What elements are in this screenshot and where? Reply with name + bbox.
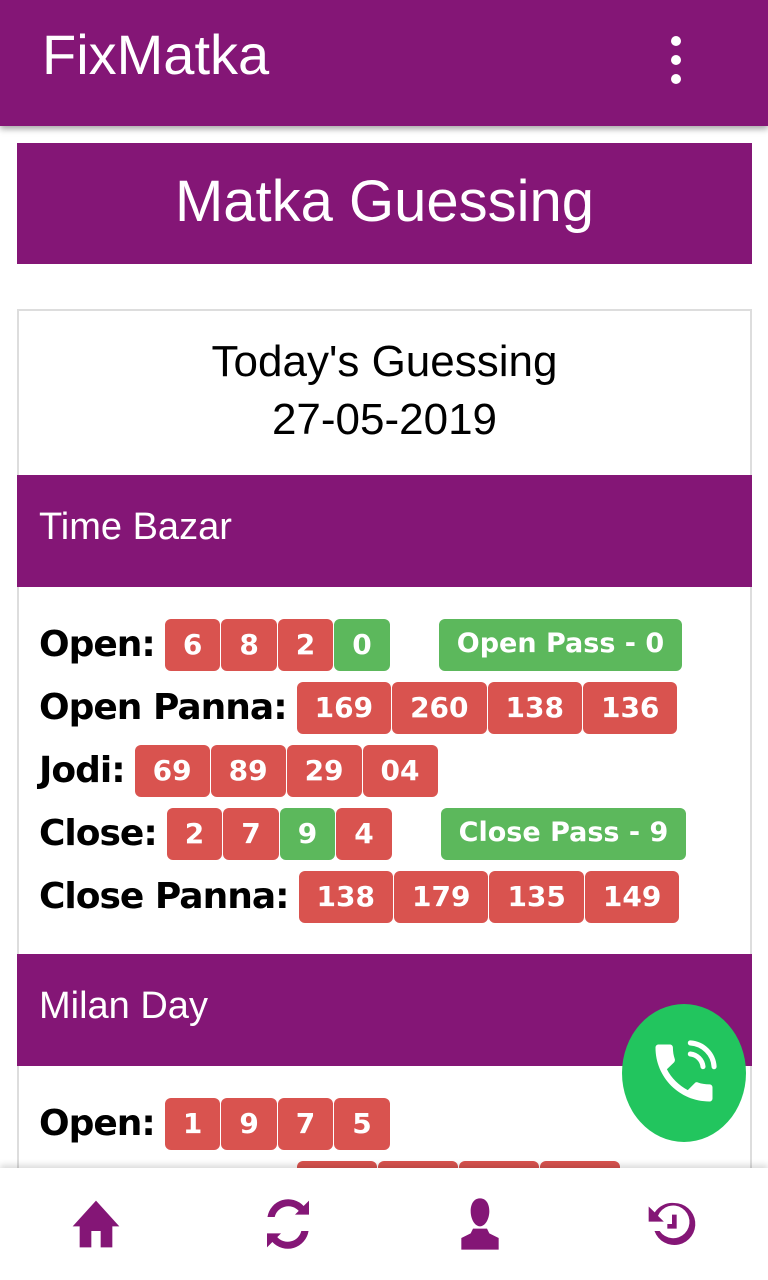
open-row: Open: 6 8 2 0 Open Pass - 0: [39, 613, 750, 676]
home-icon[interactable]: [68, 1194, 124, 1254]
digit-badge: 7: [277, 1097, 334, 1150]
today-label: Today's Guessing: [211, 337, 558, 386]
close-row: Close: 2 7 9 4 Close Pass - 9: [39, 802, 750, 865]
number-badge: 179: [393, 870, 489, 923]
profile-icon[interactable]: [452, 1194, 508, 1254]
number-badge: 169: [296, 681, 392, 734]
pass-badge: Close Pass - 9: [440, 807, 687, 860]
digit-badge: 9: [221, 1097, 277, 1150]
pass-badge: Open Pass - 0: [438, 618, 683, 671]
number-badge: 138: [298, 870, 393, 923]
close-panna-row: Close Panna: 138 179 135 149: [39, 865, 750, 928]
row-label: Jodi:: [39, 750, 126, 791]
number-badge: 29: [286, 744, 362, 797]
digit-badge: 5: [334, 1097, 390, 1150]
page-banner: Matka Guessing: [17, 143, 752, 264]
number-badge: 89: [210, 744, 286, 797]
app-title: FixMatka: [42, 23, 270, 86]
phone-call-icon[interactable]: [622, 1004, 746, 1142]
digit-badge: 9: [279, 807, 336, 860]
digit-badge: 1: [164, 1097, 221, 1150]
badge-group: 69 89 29 04: [134, 744, 439, 797]
digit-badge: 7: [223, 807, 279, 860]
open-panna-row: Open Panna: 169 260 138 136: [39, 676, 750, 739]
number-badge: 149: [584, 870, 680, 923]
digit-badge: 6: [164, 618, 221, 671]
number-badge: 136: [582, 681, 678, 734]
history-icon[interactable]: [644, 1194, 700, 1254]
number-badge: 69: [134, 744, 210, 797]
market-body: Open: 6 8 2 0 Open Pass - 0 Open Panna: 169 260 1…: [19, 587, 750, 954]
row-label: Close Panna:: [39, 876, 290, 917]
digit-badge: 0: [334, 618, 390, 671]
badge-group: 138 179 135 149: [298, 870, 681, 923]
open-row: Open: 1 9 7 5: [39, 1092, 750, 1155]
digit-badge: 8: [221, 618, 277, 671]
refresh-icon[interactable]: [260, 1194, 316, 1254]
digit-badge: 2: [166, 807, 223, 860]
row-label: Close:: [39, 813, 158, 854]
today-date: 27-05-2019: [271, 395, 498, 444]
number-badge: 135: [489, 870, 584, 923]
number-badge: 138: [487, 681, 582, 734]
row-label: Open:: [39, 1103, 156, 1144]
digit-badge: 4: [336, 807, 392, 860]
number-badge: 04: [362, 744, 438, 797]
row-label: Open:: [39, 624, 156, 665]
row-label: Open Panna:: [39, 687, 288, 728]
jodi-row: Jodi: 69 89 29 04: [39, 739, 750, 802]
more-vert-icon[interactable]: [670, 36, 682, 84]
digit-badge: 2: [277, 618, 334, 671]
today-header: Today's Guessing 27-05-2019: [19, 311, 750, 475]
number-badge: 260: [392, 681, 487, 734]
market-header: Time Bazar: [17, 475, 752, 587]
app-bar: FixMatka: [0, 0, 768, 126]
badge-group: 169 260 138 136: [296, 681, 679, 734]
bottom-nav: [0, 1168, 768, 1280]
